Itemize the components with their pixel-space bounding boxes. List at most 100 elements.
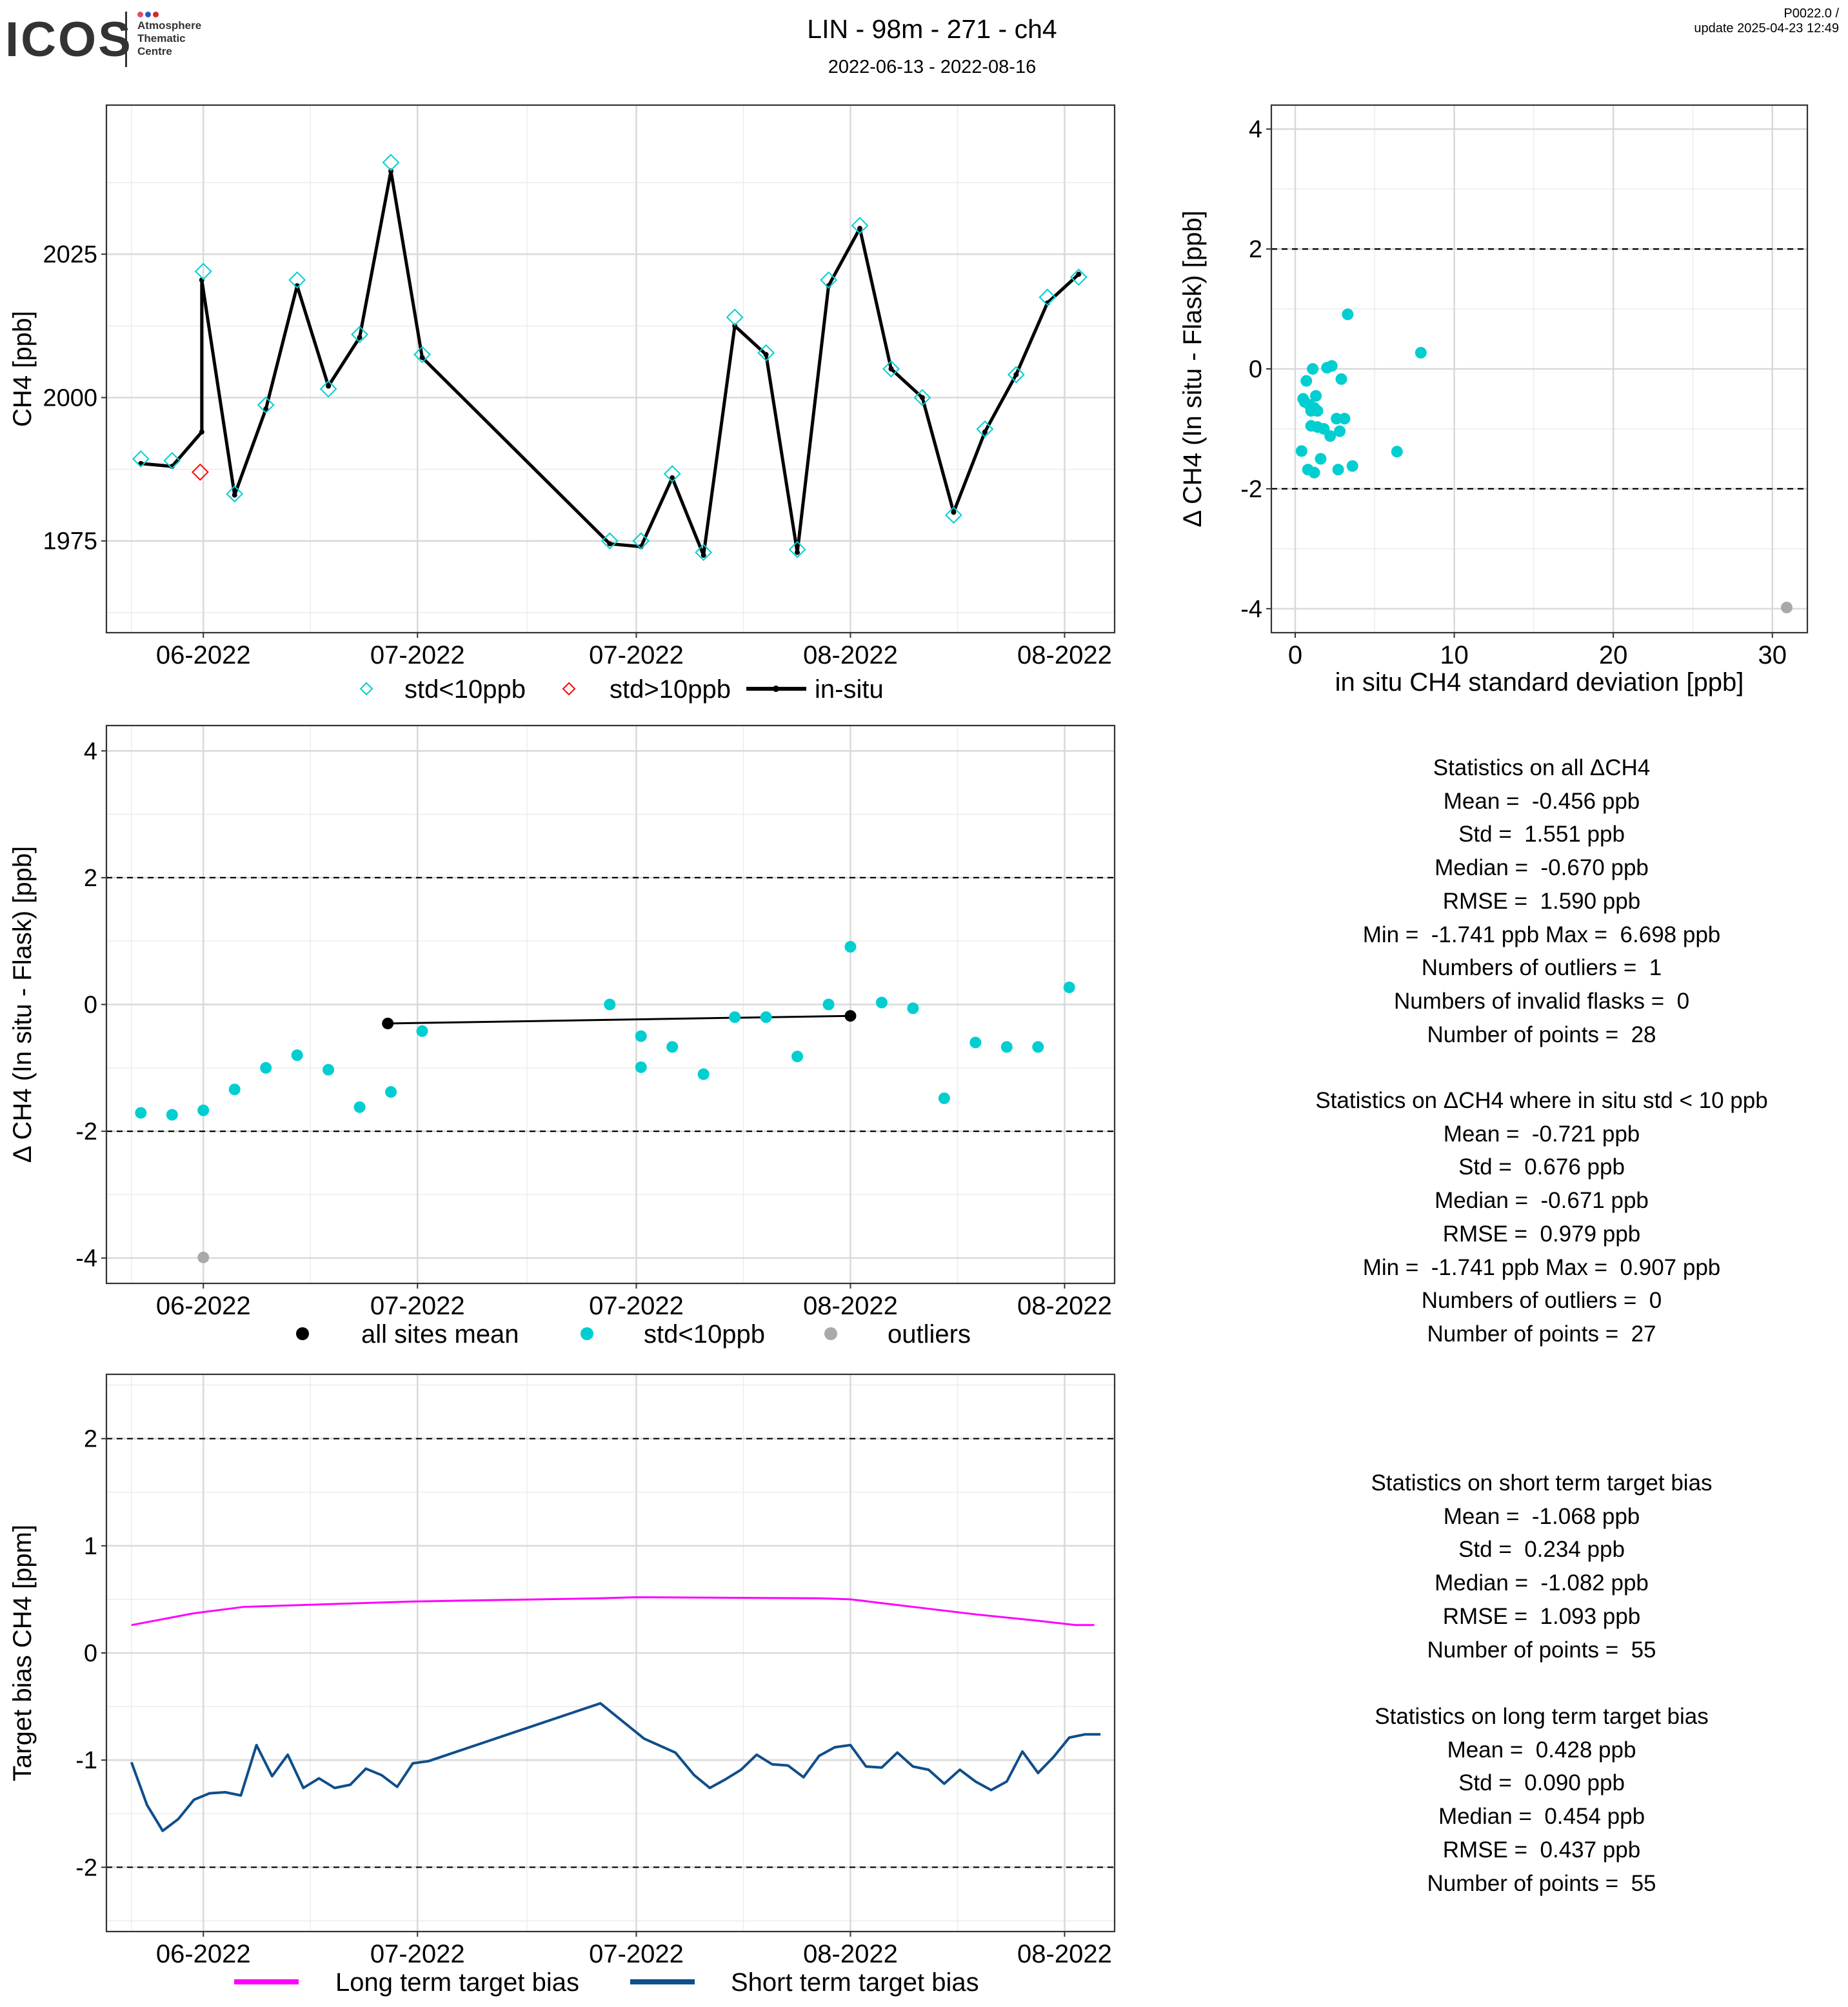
target-xtick-label: 08-2022 [1017,1940,1112,1968]
icos-logo: ICOS Atmosphere Thematic Centre [5,12,218,70]
scatter-ytick-label: 2 [1249,236,1262,263]
stats-line: Std = 0.090 ppb [1458,1770,1625,1796]
delta-ytick-label: 0 [84,992,97,1019]
timeseries-ytick-label: 2025 [43,241,97,268]
logo-sub-1: Atmosphere [137,19,202,32]
stats-line: Mean = -1.068 ppb [1443,1503,1640,1529]
timeseries-xtick-label: 08-2022 [1017,641,1112,669]
timeseries-ylabel: CH4 [ppb] [8,311,37,427]
stats-line: Numbers of outliers = 0 [1421,1288,1662,1314]
stats-line: Mean = -0.721 ppb [1443,1121,1640,1147]
scatter-std-lt-10-point [1342,308,1354,321]
delta-std-lt-10-point [907,1002,919,1014]
all-sites-mean-line [388,1014,851,1025]
std-lt-10-diamond [695,544,713,561]
in-situ-point [326,383,332,389]
std-lt-10-diamond [1038,288,1057,306]
delta-std-lt-10-point [291,1049,303,1062]
in-situ-line [141,169,1080,557]
stats-line: Median = -0.670 ppb [1435,855,1649,881]
std-lt-10-diamond [788,540,806,559]
delta-std-lt-10-point [228,1083,241,1096]
in-situ-point [982,429,988,435]
logo-sub-3: Centre [137,45,172,57]
delta-std-lt-10-point [604,998,616,1011]
std-lt-10-diamond [726,308,744,326]
delta-ytick-label: 2 [84,865,97,892]
scatter-xtick-label: 0 [1288,641,1302,669]
all-sites-mean-point [382,1017,394,1029]
scatter-std-lt-10-point [1338,413,1351,425]
legend-std-lt-10-label: std<10ppb [404,675,526,704]
scatter-ytick-label: 4 [1249,116,1262,143]
delta-std-lt-10-point [791,1051,804,1063]
target-xtick-label: 07-2022 [370,1940,465,1968]
legend-in-situ-label: in-situ [815,675,884,704]
in-situ-point [795,549,800,555]
delta-std-lt-10-point [1063,981,1075,993]
legend-in-situ-icon-dot [773,686,779,692]
std-lt-10-diamond [1069,268,1088,286]
scatter-std-lt-10-point [1415,346,1427,359]
in-situ-point [857,226,863,232]
in-situ-point [199,429,204,435]
delta-xtick-label: 08-2022 [1017,1292,1112,1320]
stats-line: Mean = -0.456 ppb [1443,788,1640,814]
scatter-xtick-label: 10 [1440,641,1469,669]
stats-line: Statistics on short term target bias [1371,1470,1713,1496]
delta-outlier-point [197,1251,210,1263]
in-situ-point [1076,272,1082,277]
delta-xtick-label: 08-2022 [803,1292,898,1320]
scatter-xtick-label: 30 [1758,641,1787,669]
scatter-std-lt-10-point [1311,405,1324,417]
delta-std-lt-10-point [416,1025,428,1037]
all-sites-mean-point [844,1010,857,1022]
update-label: update 2025-04-23 12:49 [1694,21,1839,35]
scatter-std-lt-10-point [1335,373,1347,385]
logo-text: ICOS [5,12,133,67]
stats-line: Min = -1.741 ppb Max = 6.698 ppb [1362,922,1721,947]
delta-std-lt-10-point [729,1011,741,1023]
legend-std-lt-10-icon [359,682,373,696]
std-lt-10-diamond [820,271,837,289]
stats-line: Number of points = 55 [1427,1870,1656,1896]
target-xtick-label: 07-2022 [589,1940,684,1968]
legend-outliers-label: outliers [888,1320,971,1349]
legend-std-gt-10-icon [562,682,576,696]
stats-all-delta: Statistics on all ΔCH4 Mean = -0.456 ppb… [1245,751,1838,1051]
scatter-ytick-label: -4 [1240,596,1262,623]
stats-line: Std = 0.234 ppb [1458,1537,1625,1563]
stats-line: Number of points = 27 [1427,1321,1656,1347]
std-lt-10-diamond [882,360,900,378]
delta-std-lt-10-point [635,1030,647,1042]
std-lt-10-diamond [288,271,306,289]
delta-std-lt-10-point [385,1086,397,1098]
delta-xtick-label: 07-2022 [370,1292,465,1320]
target-panel: -2 -1 0 1 2 06-2022 07-2022 07-2022 08-2022 08-20… [8,1373,1116,1997]
delta-xtick-label: 07-2022 [589,1292,684,1320]
scatter-std-lt-10-point [1346,460,1358,472]
stats-line: Numbers of invalid flasks = 0 [1393,988,1690,1014]
timeseries-ytick-label: 1975 [43,528,97,555]
delta-ylabel: Δ CH4 (In situ - Flask) [ppb] [8,846,37,1163]
stats-line: Mean = 0.428 ppb [1447,1737,1636,1763]
scatter-std-lt-10-point [1295,445,1307,457]
delta-ytick-label: -4 [75,1245,97,1272]
in-situ-point [232,492,237,498]
delta-std-lt-10-point [260,1062,272,1074]
date-range: 2022-06-13 - 2022-08-16 [828,57,1037,77]
in-situ-point [919,395,925,400]
logo-dots-icon [137,12,163,18]
in-situ-point [357,335,363,341]
delta-std-lt-10-point [844,941,857,953]
target-ytick-label: -2 [75,1854,97,1881]
stats-line: Number of points = 55 [1427,1637,1656,1663]
in-situ-point [670,475,675,480]
stats-line: RMSE = 1.093 ppb [1442,1603,1641,1629]
in-situ-point [419,355,425,361]
std-lt-10-diamond [257,396,275,414]
stats-line: Number of points = 28 [1427,1022,1656,1047]
stats-line: Statistics on ΔCH4 where in situ std < 1… [1315,1088,1768,1113]
in-situ-point [763,351,769,357]
